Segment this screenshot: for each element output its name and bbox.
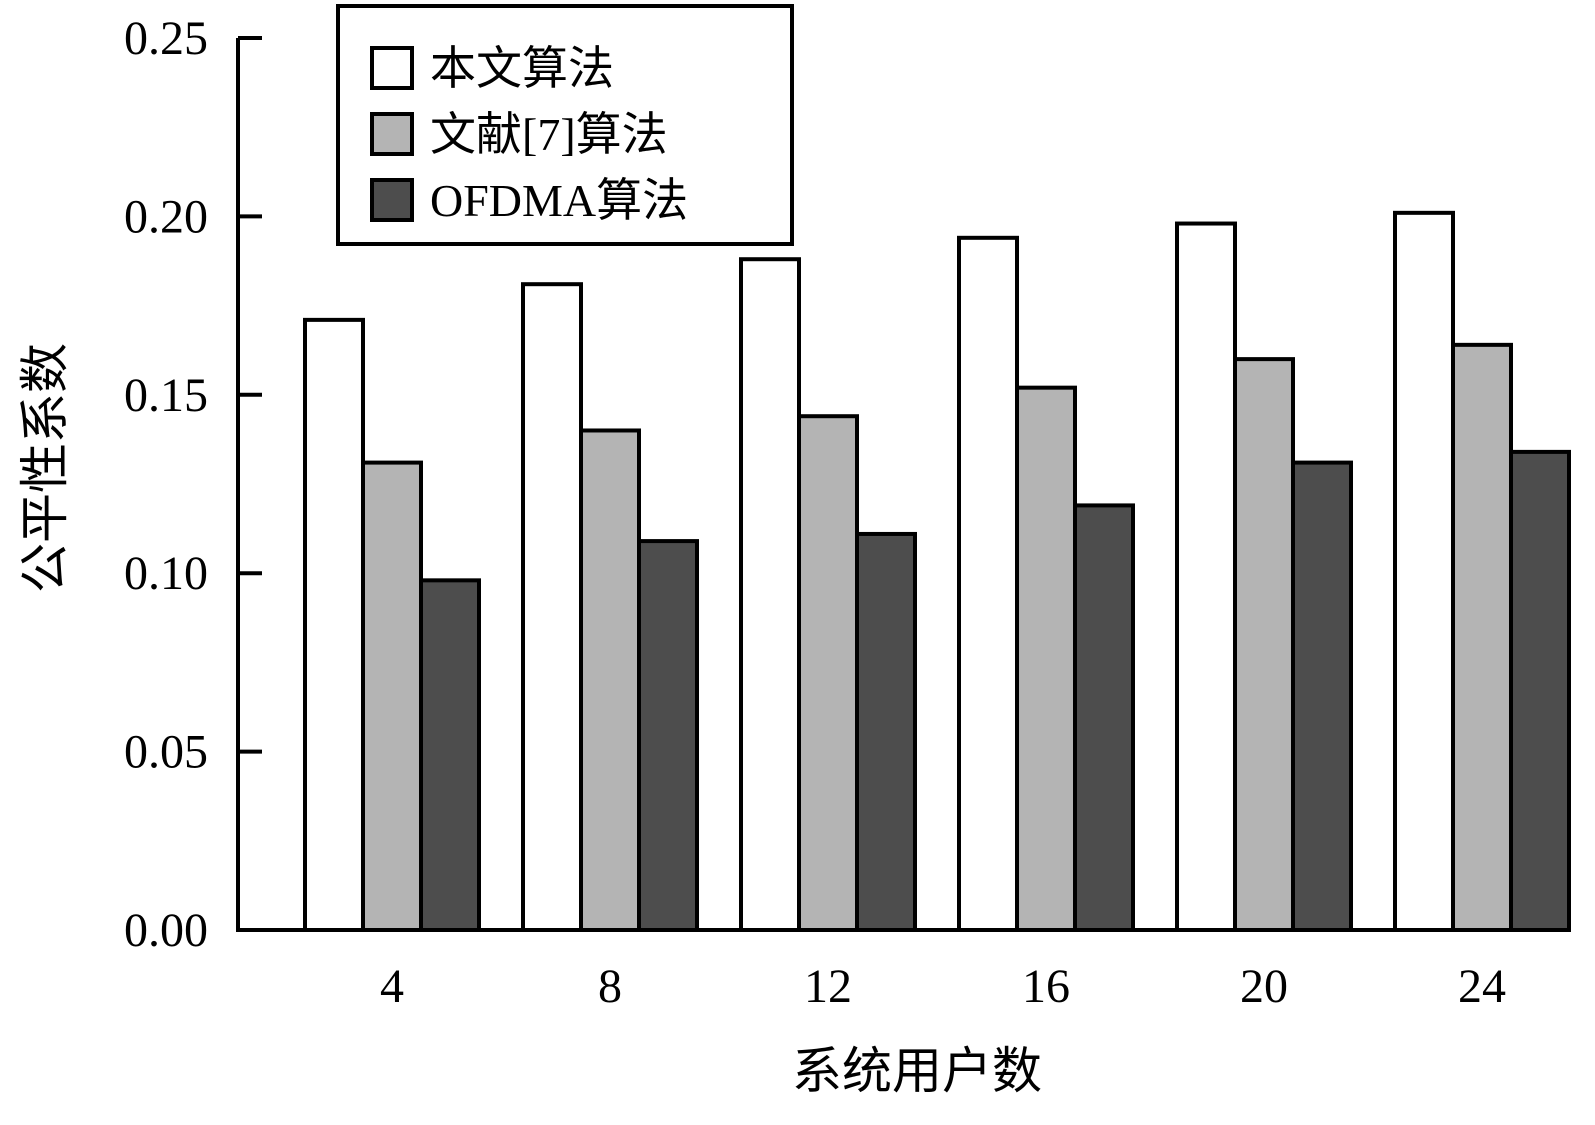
bar-1-4 bbox=[303, 317, 365, 932]
legend-label-3: OFDMA算法 bbox=[430, 175, 688, 226]
bar-3-24 bbox=[1509, 449, 1571, 932]
bar-2-8 bbox=[579, 428, 641, 932]
bars-layer bbox=[303, 210, 1571, 933]
x-tick-label: 12 bbox=[804, 960, 852, 1013]
bar-2-24 bbox=[1451, 342, 1513, 932]
x-axis-title: 系统用户数 bbox=[792, 1043, 1042, 1099]
bar-2-4 bbox=[361, 460, 423, 932]
y-tick-label: 0.20 bbox=[124, 190, 208, 243]
x-tick-label: 20 bbox=[1240, 960, 1288, 1013]
bar-3-8 bbox=[637, 539, 699, 932]
y-tick-label: 0.25 bbox=[124, 12, 208, 65]
bar-3-20 bbox=[1291, 460, 1353, 932]
bar-2-12 bbox=[797, 414, 859, 932]
legend-swatch-2 bbox=[370, 112, 414, 156]
bar-1-20 bbox=[1175, 221, 1237, 932]
bar-3-12 bbox=[855, 531, 917, 933]
legend-label-1: 本文算法 bbox=[430, 43, 614, 94]
x-tick-label: 24 bbox=[1458, 960, 1506, 1013]
x-tick-label: 4 bbox=[380, 960, 404, 1013]
bar-3-16 bbox=[1073, 503, 1135, 932]
x-tick-label: 16 bbox=[1022, 960, 1070, 1013]
bar-1-12 bbox=[739, 257, 801, 932]
legend-swatch-1 bbox=[370, 46, 414, 90]
x-tick-label: 8 bbox=[598, 960, 622, 1013]
axes-layer: 0.00 0.05 0.10 0.15 0.20 0.25 4 8 12 16 20 24 系统用户数 公… bbox=[17, 12, 1568, 1099]
legend-label-2: 文献[7]算法 bbox=[430, 109, 668, 160]
y-axis-title: 公平性系数 bbox=[17, 343, 73, 593]
y-tick-label: 0.05 bbox=[124, 726, 208, 779]
bar-1-24 bbox=[1393, 210, 1455, 933]
y-tick-label: 0.15 bbox=[124, 369, 208, 422]
bar-3-4 bbox=[419, 578, 481, 932]
y-tick-label: 0.10 bbox=[124, 547, 208, 600]
bar-1-8 bbox=[521, 282, 583, 932]
y-tick-label: 0.00 bbox=[124, 904, 208, 957]
bar-2-20 bbox=[1233, 357, 1295, 932]
bar-2-16 bbox=[1015, 385, 1077, 932]
legend-swatch-3 bbox=[370, 178, 414, 222]
bar-1-16 bbox=[957, 235, 1019, 933]
